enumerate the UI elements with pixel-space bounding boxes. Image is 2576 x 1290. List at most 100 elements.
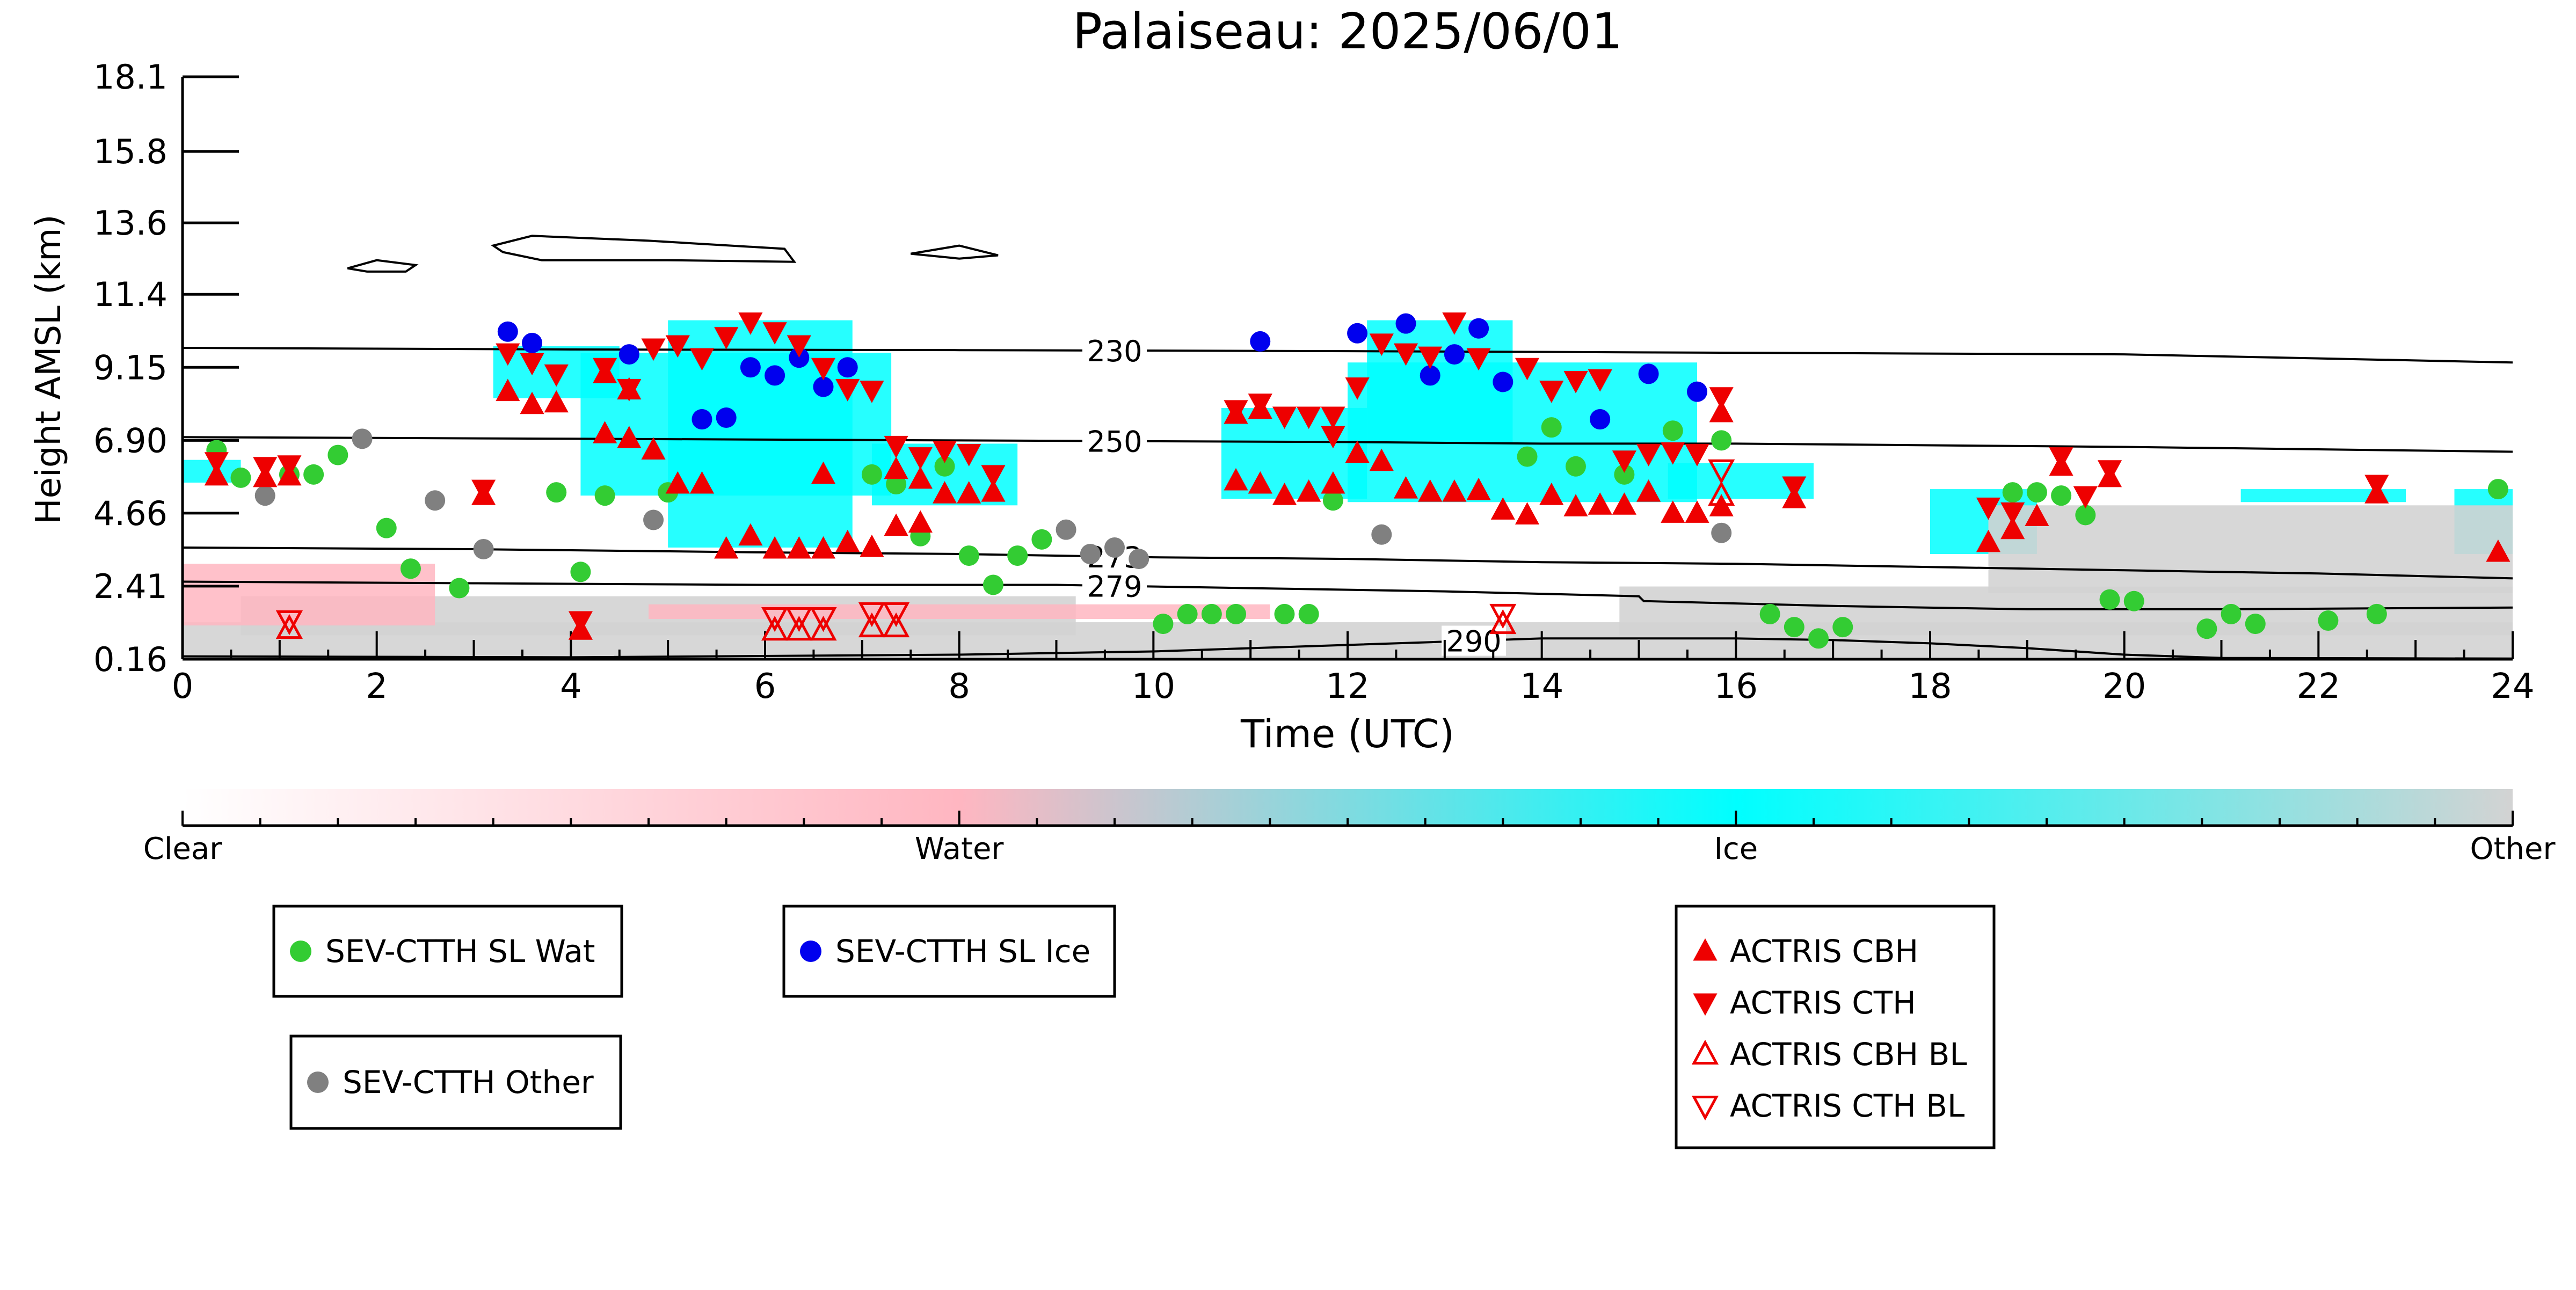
data-point xyxy=(1272,406,1297,429)
data-point xyxy=(275,610,303,636)
data-point xyxy=(1976,529,2001,552)
data-point xyxy=(2123,591,2144,611)
data-point xyxy=(2196,618,2217,639)
data-point xyxy=(520,353,544,376)
y-axis-label: Height AMSL (km) xyxy=(29,215,69,524)
data-point xyxy=(1490,497,1515,520)
data-point xyxy=(1056,519,1076,540)
data-point xyxy=(1442,479,1467,502)
data-point xyxy=(738,312,763,335)
data-point xyxy=(811,536,836,559)
data-point xyxy=(1224,468,1248,491)
data-point xyxy=(1638,363,1659,384)
data-point xyxy=(376,518,397,538)
isotherm-label-bg xyxy=(1082,335,1147,366)
colorbar-label-water: Water xyxy=(915,832,1005,866)
data-point xyxy=(1517,446,1538,467)
data-point xyxy=(1539,483,1564,505)
data-point xyxy=(594,485,615,506)
data-point xyxy=(787,335,811,358)
data-point xyxy=(1687,381,1707,402)
data-point xyxy=(1541,417,1562,438)
data-point xyxy=(1393,476,1418,499)
colorbar-label-clear: Clear xyxy=(143,832,222,866)
data-point xyxy=(2486,539,2510,562)
data-point xyxy=(449,578,470,599)
data-point xyxy=(762,322,787,345)
y-tick-label: 0.16 xyxy=(93,640,168,679)
data-point xyxy=(570,562,591,582)
data-point xyxy=(1369,333,1394,356)
data-point xyxy=(1614,464,1635,485)
data-point xyxy=(1420,365,1440,386)
legend-marker xyxy=(800,941,821,962)
x-tick-label: 2 xyxy=(366,667,388,706)
data-point xyxy=(884,513,908,536)
data-point xyxy=(2051,485,2072,506)
data-point xyxy=(884,456,908,479)
data-point xyxy=(496,378,520,402)
data-point xyxy=(837,357,858,378)
data-point xyxy=(811,358,836,381)
data-point xyxy=(1590,409,1611,430)
data-point xyxy=(1612,450,1636,473)
data-point xyxy=(2000,516,2025,540)
isotherm-label-bg xyxy=(1442,625,1507,656)
isotherm-230-line xyxy=(182,347,2513,364)
data-point xyxy=(813,376,834,397)
data-point xyxy=(1442,312,1467,335)
data-point xyxy=(1466,348,1491,371)
upper-contour-2 xyxy=(910,244,999,260)
data-point xyxy=(714,327,739,349)
legend-frame xyxy=(782,905,1116,998)
data-point xyxy=(716,407,737,428)
data-point xyxy=(618,344,639,365)
data-point xyxy=(643,509,664,530)
x-axis-label: Time (UTC) xyxy=(1240,711,1454,756)
data-point xyxy=(522,332,542,353)
data-point xyxy=(1345,440,1370,463)
data-point xyxy=(230,467,251,488)
data-point xyxy=(1321,406,1345,429)
data-point xyxy=(2245,614,2266,635)
data-point xyxy=(1250,331,1271,352)
data-point xyxy=(860,534,884,557)
x-tick-label: 14 xyxy=(1520,667,1563,706)
legend-label: SEV-CTTH SL Ice xyxy=(835,933,1090,970)
data-point xyxy=(1393,343,1418,366)
series-actris-cth-bl xyxy=(275,459,1735,636)
data-point xyxy=(496,343,520,366)
data-point xyxy=(254,485,275,506)
data-point xyxy=(932,441,957,463)
data-point xyxy=(1784,617,1804,638)
x-tick-label: 24 xyxy=(2491,667,2534,706)
data-point xyxy=(1226,603,1247,624)
data-point xyxy=(1031,529,1052,550)
data-point xyxy=(835,379,860,402)
data-point xyxy=(810,607,837,632)
data-point xyxy=(810,615,837,641)
data-point xyxy=(958,545,979,566)
data-point xyxy=(1369,448,1394,471)
data-point xyxy=(1808,628,1829,649)
isotherm-label-bg xyxy=(1082,571,1147,601)
data-point xyxy=(641,338,666,361)
data-point xyxy=(2075,505,2096,526)
data-point xyxy=(1661,500,1685,523)
ice-region-6 xyxy=(1367,320,1513,444)
legend-frame xyxy=(1675,905,1996,1149)
upper-contour-0 xyxy=(347,259,419,273)
water-region-16 xyxy=(183,564,435,626)
isotherm-279-label: 279 xyxy=(1087,570,1142,603)
data-point xyxy=(1588,492,1612,515)
data-point xyxy=(1321,426,1345,449)
data-point xyxy=(1201,603,1222,624)
chart-title: Palaiseau: 2025/06/01 xyxy=(1073,3,1623,60)
x-tick-label: 20 xyxy=(2102,667,2146,706)
data-point xyxy=(1007,545,1028,566)
data-point xyxy=(1711,522,1732,543)
data-point xyxy=(2002,482,2023,503)
data-point xyxy=(761,607,789,632)
legend-box: SEV-CTTH SL Ice xyxy=(782,905,1116,998)
